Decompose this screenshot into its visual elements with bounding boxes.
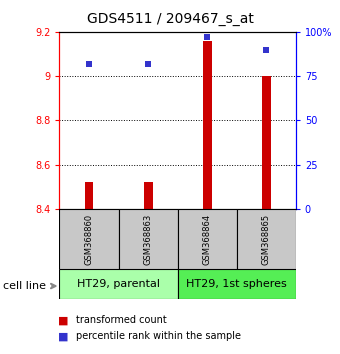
Text: transformed count: transformed count	[76, 315, 167, 325]
Text: percentile rank within the sample: percentile rank within the sample	[76, 331, 241, 341]
Text: GSM368864: GSM368864	[203, 213, 212, 264]
Bar	[85, 182, 94, 209]
Bar	[237, 209, 296, 269]
Text: GSM368865: GSM368865	[262, 213, 271, 264]
Text: GSM368863: GSM368863	[143, 213, 153, 264]
Text: GSM368860: GSM368860	[85, 213, 94, 264]
Bar	[177, 209, 237, 269]
Bar	[203, 41, 211, 209]
Bar	[59, 209, 119, 269]
Bar	[144, 182, 153, 209]
Text: HT29, 1st spheres: HT29, 1st spheres	[186, 279, 287, 289]
Text: ■: ■	[58, 315, 68, 325]
Text: HT29, parental: HT29, parental	[77, 279, 160, 289]
Bar	[119, 209, 177, 269]
Bar	[177, 269, 296, 299]
Text: cell line: cell line	[3, 281, 46, 291]
Text: ■: ■	[58, 331, 68, 341]
Text: GDS4511 / 209467_s_at: GDS4511 / 209467_s_at	[87, 12, 253, 27]
Bar	[262, 76, 271, 209]
Bar	[59, 269, 177, 299]
